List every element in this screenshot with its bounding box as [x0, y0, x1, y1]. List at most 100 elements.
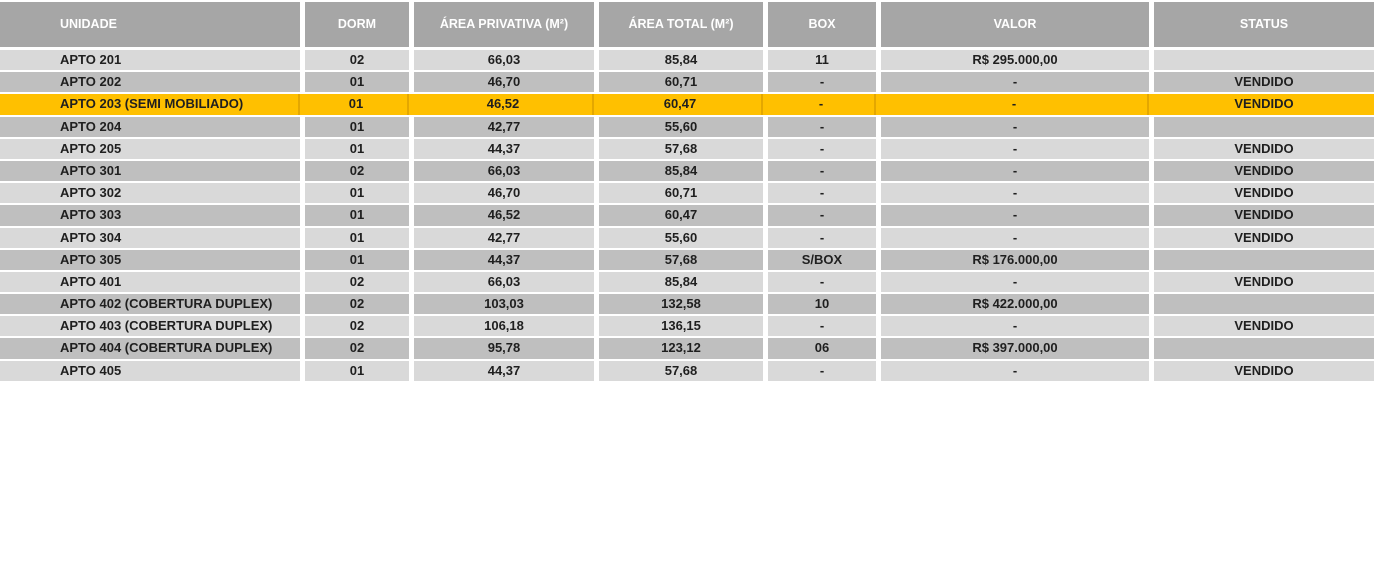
cell-unidade: APTO 405: [0, 360, 300, 381]
cell-unidade: APTO 304: [0, 227, 300, 248]
cell-dorm: 01: [305, 360, 409, 381]
cell-valor: -: [881, 227, 1149, 248]
cell-valor: -: [881, 271, 1149, 293]
cell-valor: R$ 397.000,00: [881, 338, 1149, 359]
cell-valor: -: [881, 160, 1149, 182]
table-row: APTO 401 02 66,03 85,84 - - VENDIDO: [0, 271, 1374, 293]
cell-unidade: APTO 203 (SEMI MOBILIADO): [0, 94, 300, 115]
cell-area-total: 57,68: [599, 138, 763, 159]
cell-unidade: APTO 403 (COBERTURA DUPLEX): [0, 316, 300, 337]
cell-unidade: APTO 202: [0, 72, 300, 93]
cell-unidade: APTO 205: [0, 138, 300, 159]
table-row: APTO 402 (COBERTURA DUPLEX) 02 103,03 13…: [0, 294, 1374, 315]
cell-dorm: 02: [305, 160, 409, 182]
cell-dorm: 01: [305, 249, 409, 270]
cell-area-privativa: 46,52: [414, 205, 594, 226]
cell-valor: -: [881, 116, 1149, 137]
price-table: UNIDADE DORM ÁREA PRIVATIVA (M²) ÁREA TO…: [0, 2, 1374, 381]
column-header-valor: VALOR: [881, 2, 1149, 47]
cell-status: VENDIDO: [1154, 227, 1374, 248]
cell-dorm: 01: [305, 227, 409, 248]
cell-box: -: [768, 72, 876, 93]
cell-box: -: [768, 94, 876, 115]
cell-area-total: 136,15: [599, 316, 763, 337]
cell-unidade: APTO 201: [0, 50, 300, 71]
column-header-area-total: ÁREA TOTAL (M²): [599, 2, 763, 47]
cell-area-total: 60,47: [599, 205, 763, 226]
cell-unidade: APTO 402 (COBERTURA DUPLEX): [0, 294, 300, 315]
cell-area-privativa: 42,77: [414, 227, 594, 248]
column-header-dorm: DORM: [305, 2, 409, 47]
table-row: APTO 304 01 42,77 55,60 - - VENDIDO: [0, 227, 1374, 248]
cell-area-privativa: 46,70: [414, 72, 594, 93]
table-row: APTO 203 (SEMI MOBILIADO) 01 46,52 60,47…: [0, 94, 1374, 115]
cell-dorm: 01: [305, 138, 409, 159]
cell-area-privativa: 46,70: [414, 183, 594, 204]
cell-status: VENDIDO: [1154, 316, 1374, 337]
cell-dorm: 02: [305, 50, 409, 71]
cell-valor: -: [881, 183, 1149, 204]
cell-area-privativa: 103,03: [414, 294, 594, 315]
cell-area-total: 55,60: [599, 116, 763, 137]
table-row: APTO 301 02 66,03 85,84 - - VENDIDO: [0, 160, 1374, 182]
cell-area-total: 85,84: [599, 160, 763, 182]
cell-dorm: 02: [305, 294, 409, 315]
table-row: APTO 204 01 42,77 55,60 - -: [0, 116, 1374, 137]
cell-box: S/BOX: [768, 249, 876, 270]
cell-status: [1154, 294, 1374, 315]
cell-status: VENDIDO: [1154, 160, 1374, 182]
cell-valor: -: [881, 205, 1149, 226]
cell-status: VENDIDO: [1154, 360, 1374, 381]
table-row: APTO 303 01 46,52 60,47 - - VENDIDO: [0, 205, 1374, 226]
cell-unidade: APTO 404 (COBERTURA DUPLEX): [0, 338, 300, 359]
cell-valor: -: [881, 72, 1149, 93]
cell-area-total: 60,71: [599, 183, 763, 204]
cell-area-total: 132,58: [599, 294, 763, 315]
cell-area-privativa: 66,03: [414, 271, 594, 293]
cell-area-privativa: 44,37: [414, 360, 594, 381]
table-row: APTO 405 01 44,37 57,68 - - VENDIDO: [0, 360, 1374, 381]
cell-dorm: 01: [305, 116, 409, 137]
cell-valor: -: [881, 316, 1149, 337]
cell-dorm: 02: [305, 338, 409, 359]
cell-valor: -: [881, 94, 1149, 115]
cell-status: [1154, 338, 1374, 359]
table-body: APTO 201 02 66,03 85,84 11 R$ 295.000,00…: [0, 50, 1374, 381]
table-header-row: UNIDADE DORM ÁREA PRIVATIVA (M²) ÁREA TO…: [0, 2, 1374, 47]
cell-status: VENDIDO: [1154, 94, 1374, 115]
cell-area-privativa: 66,03: [414, 160, 594, 182]
cell-box: 11: [768, 50, 876, 71]
cell-dorm: 01: [305, 72, 409, 93]
cell-area-total: 123,12: [599, 338, 763, 359]
column-header-area-privativa: ÁREA PRIVATIVA (M²): [414, 2, 594, 47]
cell-unidade: APTO 305: [0, 249, 300, 270]
table-row: APTO 205 01 44,37 57,68 - - VENDIDO: [0, 138, 1374, 159]
cell-status: [1154, 50, 1374, 71]
cell-valor: R$ 176.000,00: [881, 249, 1149, 270]
cell-box: -: [768, 271, 876, 293]
cell-box: -: [768, 360, 876, 381]
cell-area-total: 55,60: [599, 227, 763, 248]
cell-valor: -: [881, 360, 1149, 381]
cell-box: -: [768, 116, 876, 137]
cell-dorm: 01: [305, 183, 409, 204]
cell-box: 06: [768, 338, 876, 359]
cell-area-privativa: 46,52: [414, 94, 594, 115]
cell-area-total: 85,84: [599, 271, 763, 293]
cell-area-privativa: 44,37: [414, 249, 594, 270]
cell-status: VENDIDO: [1154, 271, 1374, 293]
cell-status: VENDIDO: [1154, 138, 1374, 159]
column-header-unidade: UNIDADE: [0, 2, 300, 47]
cell-box: 10: [768, 294, 876, 315]
cell-area-total: 57,68: [599, 360, 763, 381]
cell-area-privativa: 44,37: [414, 138, 594, 159]
cell-area-privativa: 66,03: [414, 50, 594, 71]
cell-valor: R$ 295.000,00: [881, 50, 1149, 71]
table-row: APTO 302 01 46,70 60,71 - - VENDIDO: [0, 183, 1374, 204]
cell-dorm: 02: [305, 271, 409, 293]
cell-area-privativa: 42,77: [414, 116, 594, 137]
cell-box: -: [768, 138, 876, 159]
cell-dorm: 01: [305, 94, 409, 115]
table-row: APTO 403 (COBERTURA DUPLEX) 02 106,18 13…: [0, 316, 1374, 337]
cell-area-total: 57,68: [599, 249, 763, 270]
